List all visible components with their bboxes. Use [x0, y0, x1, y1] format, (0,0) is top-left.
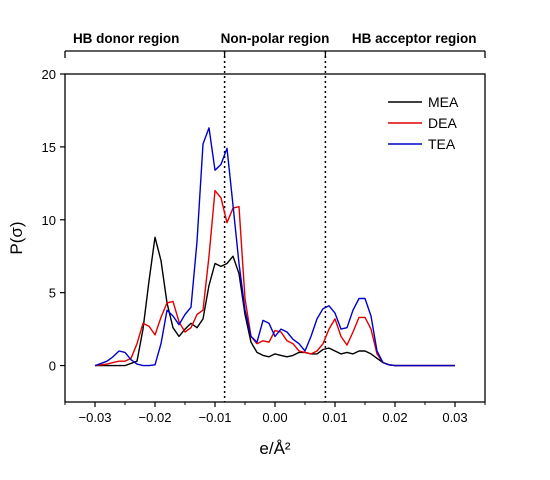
y-tick-label: 20	[42, 67, 56, 82]
region-labels: HB donor region Non-polar region HB accept…	[73, 31, 477, 46]
legend-label: TEA	[428, 136, 456, 152]
series-line-mea	[95, 236, 455, 367]
y-axis-title: P(σ)	[7, 221, 26, 254]
x-tick-label: 0.02	[382, 410, 407, 425]
x-tick-label: −0.03	[79, 410, 112, 425]
legend-label: MEA	[428, 94, 459, 110]
region-label: Non-polar region	[221, 31, 330, 46]
x-axis: −0.03 −0.02 −0.01 0.00 0.01 0.02 0.03	[64, 402, 486, 425]
x-tick-label: 0.00	[262, 410, 287, 425]
region-label: HB donor region	[73, 31, 180, 46]
series-line-tea	[94, 127, 455, 367]
region-boundaries	[223, 51, 327, 402]
x-tick-label: 0.01	[322, 410, 347, 425]
x-tick-label: −0.01	[199, 410, 232, 425]
x-axis-title: e/Å²	[259, 439, 291, 458]
y-tick-label: 0	[49, 359, 56, 374]
y-tick-label: 15	[42, 140, 56, 155]
x-tick-label: 0.03	[442, 410, 467, 425]
legend: MEA DEA TEA	[388, 94, 459, 152]
region-label: HB acceptor region	[352, 31, 477, 46]
legend-label: DEA	[428, 115, 457, 131]
y-tick-label: 5	[49, 286, 56, 301]
y-tick-label: 10	[42, 213, 56, 228]
y-axis: 0 5 10 15 20	[42, 67, 65, 374]
series-layer	[94, 127, 455, 367]
x-tick-label: −0.02	[139, 410, 172, 425]
region-axis	[64, 50, 486, 58]
